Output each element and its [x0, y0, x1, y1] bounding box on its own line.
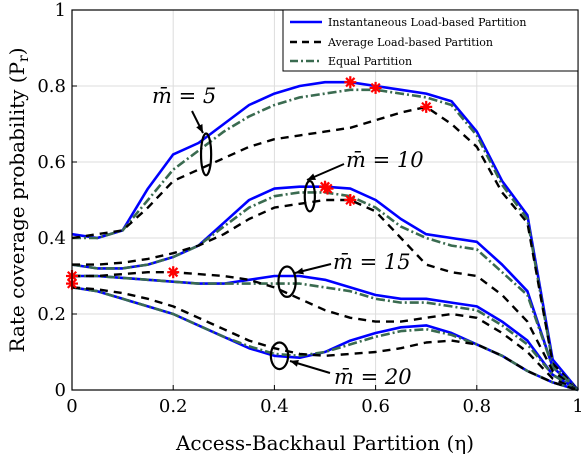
y-axis-label-close: ) [5, 47, 29, 55]
series-m20-equal [71, 286, 579, 392]
y-tick-label-3: 0.6 [37, 152, 66, 173]
annotation-label-3: m̄ = 20 [334, 365, 412, 389]
y-tick-label-1: 0.2 [37, 304, 66, 325]
optimal-marker-1 [369, 81, 382, 94]
marker-2-stroke-3 [421, 101, 432, 112]
ellipse-m10 [303, 179, 316, 213]
ellipse-m20 [269, 341, 290, 371]
legend-label-equal: Equal Partition [328, 55, 412, 68]
annotations: m̄ = 5 m̄ = 10 m̄ = 15 m̄ = 20 [152, 84, 424, 389]
marker-4-stroke-3 [322, 183, 333, 194]
x-tick-label-5: 1 [572, 396, 581, 417]
marker-8-stroke-3 [168, 267, 179, 278]
y-tick-label-4: 0.8 [37, 76, 66, 97]
group-ellipses [199, 132, 316, 371]
optimal-marker-5 [344, 194, 357, 206]
ellipse-m15 [277, 265, 297, 298]
legend-label-instantaneous: Instantaneous Load-based Partition [328, 16, 526, 29]
annotation-arrowhead-1 [307, 173, 316, 180]
series-m15-equal [72, 274, 579, 392]
legend: Instantaneous Load-based Partition Avera… [282, 9, 579, 72]
marker-5-stroke-3 [345, 194, 356, 206]
optimal-marker-4 [321, 182, 334, 195]
optimal-markers [66, 76, 433, 290]
y-axis-label: Rate coverage probability (Pr) [5, 47, 32, 352]
x-tick-label-3: 0.6 [361, 396, 390, 417]
optimal-marker-8 [167, 266, 180, 279]
annotation-label-2: m̄ = 15 [333, 250, 411, 274]
optimal-marker-2 [420, 100, 433, 113]
y-axis-label-main: Rate coverage probability (P [5, 62, 29, 353]
y-tick-label-2: 0.4 [37, 228, 66, 249]
x-tick-label-4: 0.8 [462, 396, 491, 417]
ticks: 0 0.2 0.4 0.6 0.8 1 0 0.2 0.4 0.6 0.8 1 [37, 0, 581, 417]
annotation-label-1: m̄ = 10 [346, 148, 424, 172]
series-m20-average [71, 286, 579, 392]
series-m5-instantaneous [71, 80, 579, 391]
series-m10-average [72, 198, 579, 391]
x-tick-label-2: 0.4 [260, 396, 289, 417]
x-axis-label: Access-Backhaul Partition (η) [175, 431, 474, 455]
x-tick-label-0: 0 [66, 396, 77, 417]
y-tick-label-0: 0 [55, 380, 66, 401]
series-m15-average [72, 271, 579, 392]
optimal-marker-0 [344, 76, 357, 89]
y-axis-label-sub: r [16, 55, 32, 62]
series-m5-equal [72, 88, 579, 391]
annotation-arrowhead-2 [295, 267, 304, 275]
legend-label-average: Average Load-based Partition [327, 36, 493, 49]
series-m5-average [71, 105, 579, 391]
annotation-arrowhead-3 [290, 360, 299, 367]
marker-1-stroke-3 [370, 82, 381, 93]
marker-0-stroke-3 [345, 77, 356, 88]
annotation-arrowhead-0 [196, 124, 203, 133]
series-m15-instantaneous [72, 274, 579, 392]
y-tick-label-5: 1 [55, 0, 66, 21]
x-tick-label-1: 0.2 [159, 396, 188, 417]
annotation-label-0: m̄ = 5 [152, 84, 216, 108]
ellipse-m5 [199, 132, 213, 177]
legend-box [282, 9, 579, 72]
